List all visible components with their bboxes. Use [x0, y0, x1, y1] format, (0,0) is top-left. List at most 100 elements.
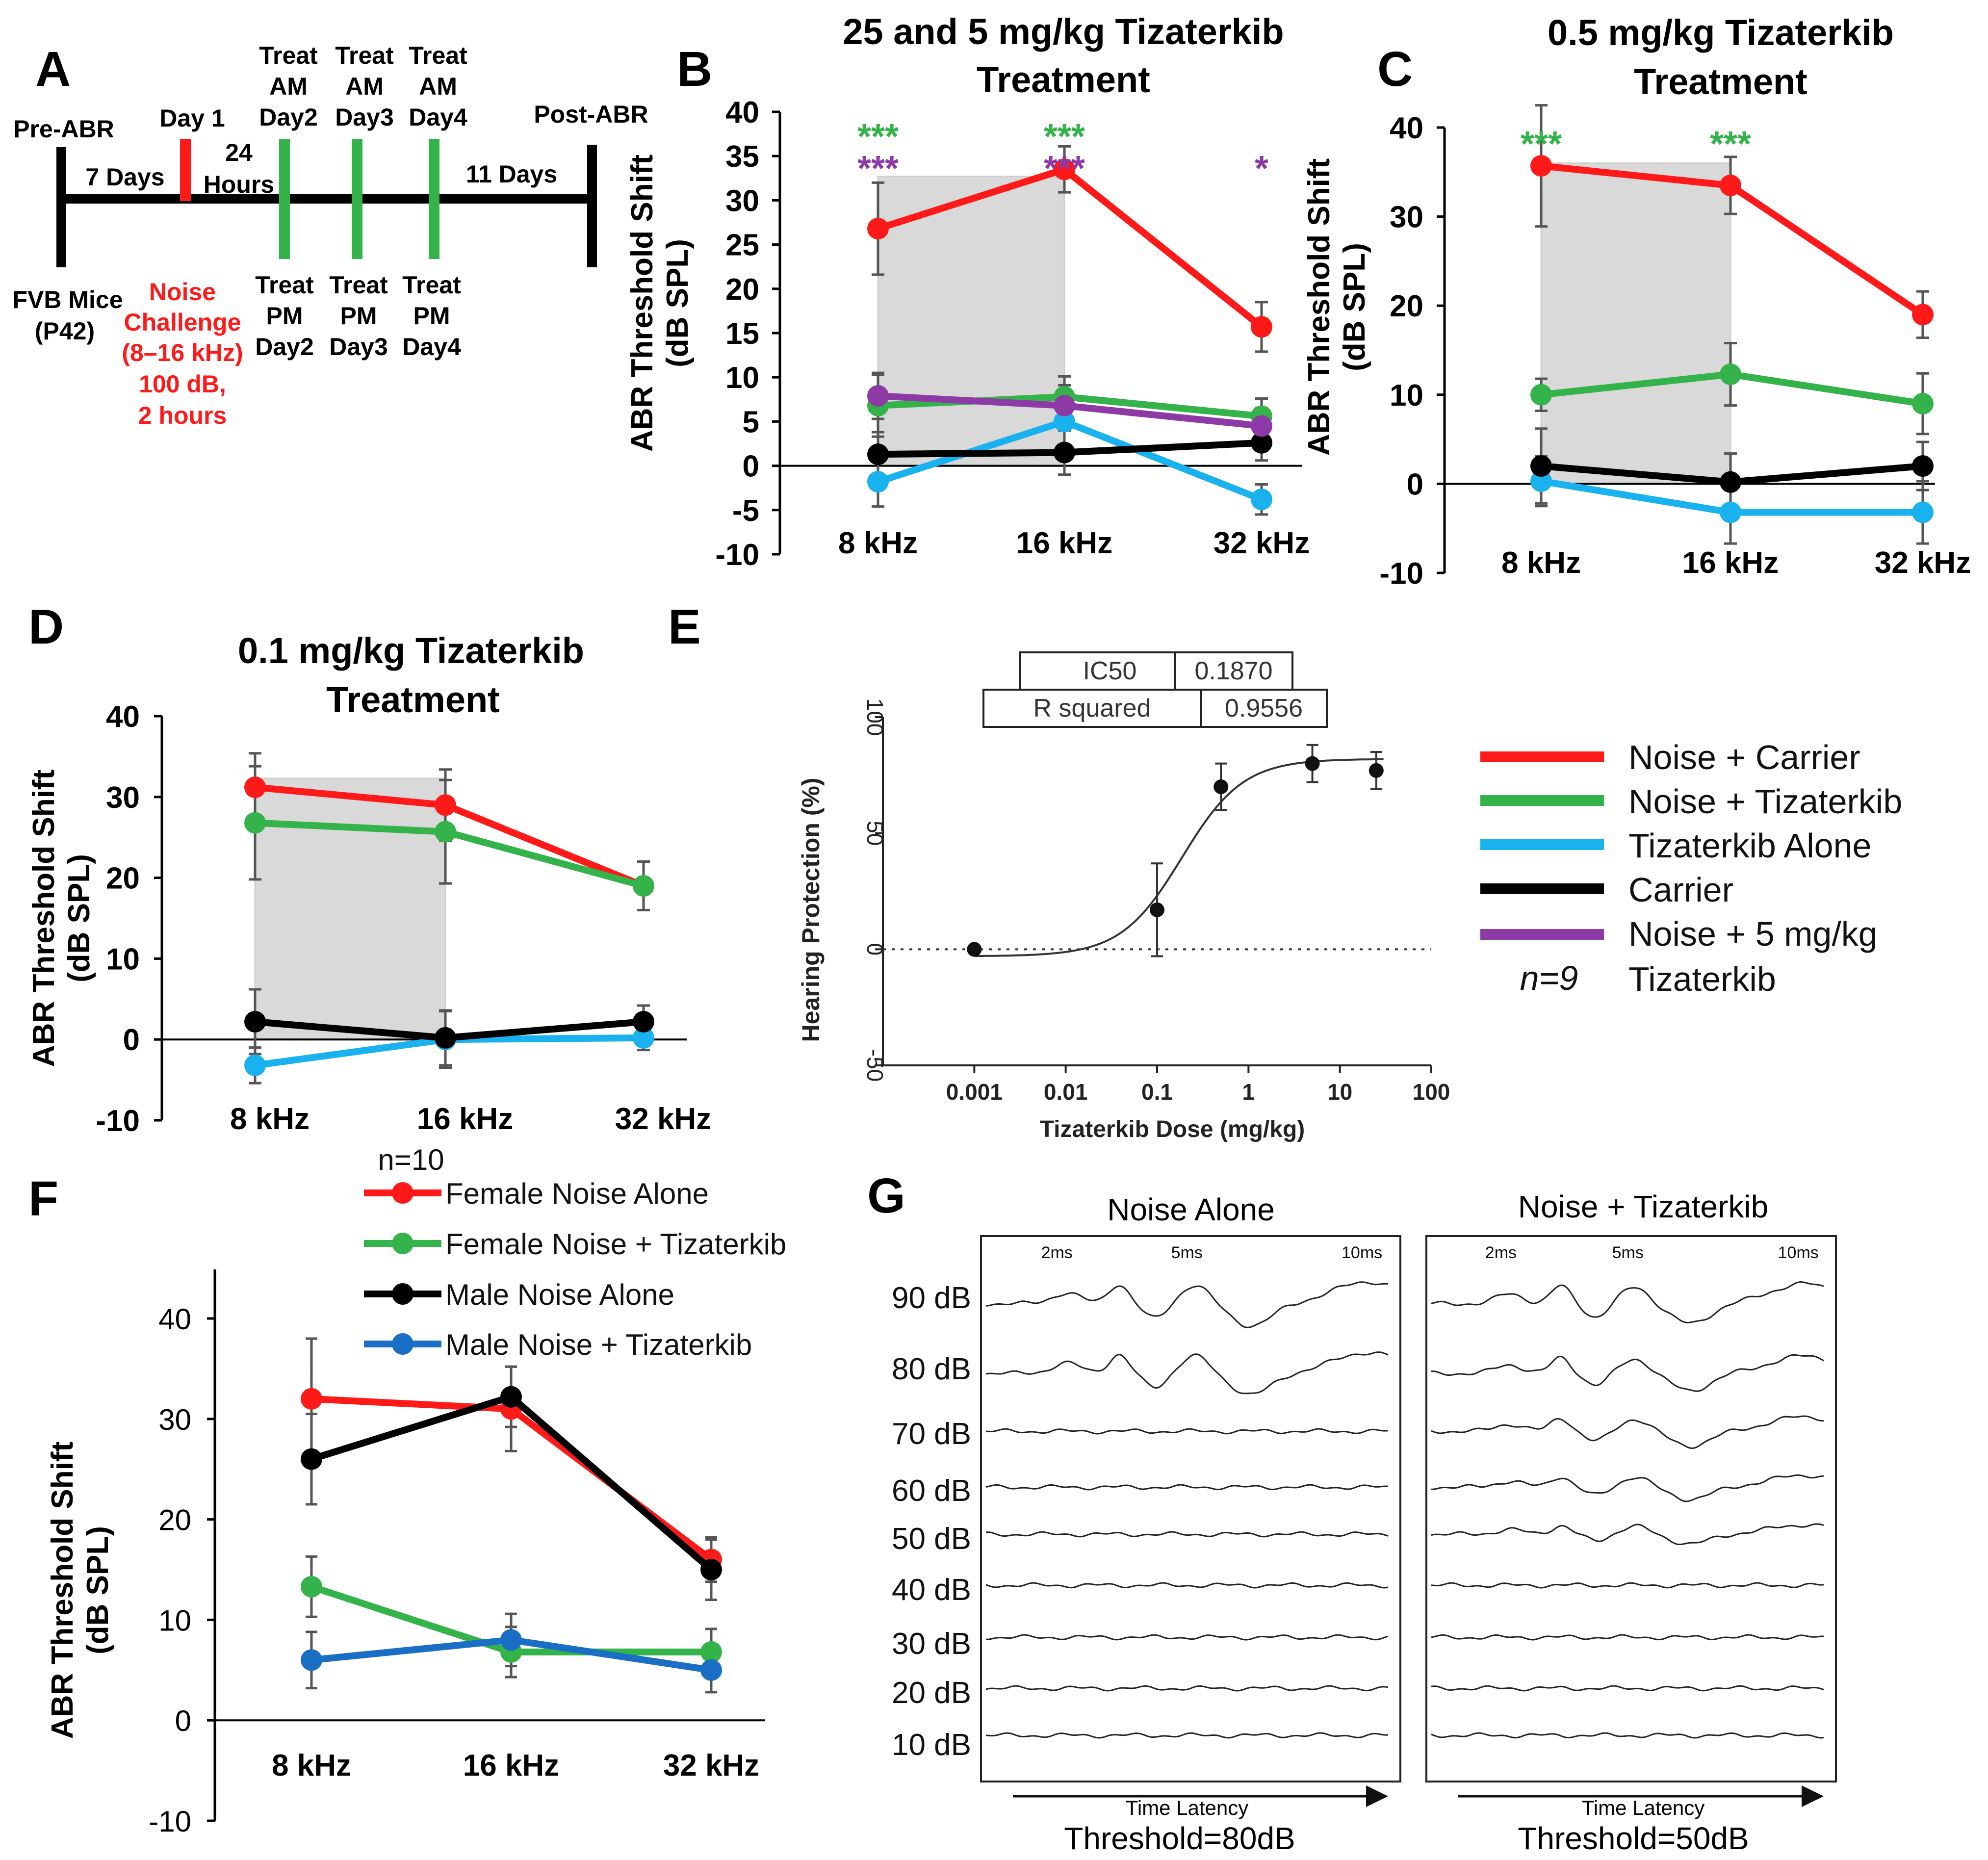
pm-treat-1-line3: Day2 [255, 333, 314, 361]
chart-b-significance: *** [1044, 149, 1085, 188]
chart-c-point-tizaterkib-alone [1530, 470, 1552, 492]
chart-d-x-label: 32 kHz [615, 1102, 711, 1136]
chart-d-point-noise-carrier [244, 776, 266, 799]
chart-d-point-carrier [244, 1010, 266, 1033]
abr-title-left: Noise Alone [1107, 1192, 1275, 1227]
abr-trace-right [1431, 1474, 1824, 1502]
chart-f-x-label: 32 kHz [663, 1749, 759, 1782]
noise-line-3: (8–16 kHz) [122, 339, 243, 366]
chart-b-point-carrier [867, 443, 889, 465]
timeline-24: 24 [225, 139, 253, 166]
timeline-post-abr: Post-ABR [534, 101, 648, 128]
chart-d-ytick-label: 20 [106, 862, 140, 896]
chart-e-xtick-label: 0.01 [1044, 1079, 1088, 1105]
chart-f-point-male-noise-tizaterkib [301, 1649, 322, 1671]
chart-b-ytick-label: 5 [743, 405, 759, 439]
chart-c-shaded-region [1540, 162, 1731, 485]
panel-g: G Noise Alone Noise + Tizaterkib Thresho… [867, 1168, 1837, 1856]
chart-b-point-tizaterkib-alone [1054, 411, 1075, 433]
abr-trace-right [1431, 1634, 1824, 1641]
chart-b-significance: *** [1044, 117, 1085, 156]
am-treat-2-line1: Treat [335, 42, 394, 69]
abr-trace-left [985, 1351, 1389, 1395]
chart-f-ytick-label: -10 [149, 1805, 191, 1838]
abr-trace-left [985, 1428, 1389, 1435]
timeline-hours: Hours [204, 171, 274, 198]
chart-f-ytick-label: 30 [158, 1403, 191, 1436]
chart-d-x-label: 16 kHz [417, 1102, 513, 1136]
am-treat-3-line2: AM [419, 73, 457, 100]
chart-c-point-noise-tizaterkib [1530, 384, 1552, 406]
chart-b-ytick-label: 25 [725, 229, 759, 262]
chart-b-point-noise-carrier [867, 218, 889, 240]
abr-trace-right [1431, 1582, 1824, 1589]
chart-b-point-noise-5-mg-kg-tizaterkib [1054, 394, 1075, 416]
abr-trace-right [1431, 1685, 1824, 1692]
chart-d-point-noise-tizaterkib [633, 875, 654, 897]
chart-e-stats-row [982, 689, 1328, 728]
abr-box-left [980, 1235, 1401, 1782]
abr-level-label: 50 dB [892, 1522, 971, 1556]
chart-d-title-line2: Treatment [326, 679, 500, 720]
panel-label-f: F [28, 1171, 58, 1226]
abr-trace-right [1431, 1415, 1824, 1449]
chart-c-point-carrier [1720, 471, 1741, 493]
chart-f-legend-marker-female-noise-tizaterkib [392, 1233, 413, 1254]
legend-label-noise-5-line2: Tizaterkib [1628, 960, 1776, 998]
chart-f-ytick-label: 20 [158, 1504, 191, 1537]
timeline-7-days: 7 Days [85, 163, 164, 191]
abr-level-label: 40 dB [892, 1573, 971, 1607]
chart-f-ylabel-line2: (dB SPL) [81, 1526, 115, 1654]
chart-d-title-line1: 0.1 mg/kg Tizaterkib [238, 630, 584, 671]
chart-c-point-carrier [1530, 455, 1552, 477]
chart-b-point-tizaterkib-alone [867, 471, 889, 493]
chart-f-n: n=10 [378, 1143, 444, 1176]
abr-trace-right [1431, 1523, 1824, 1546]
chart-e-ytick-label: 50 [862, 821, 888, 846]
abr-time-mark-right: 2ms [1485, 1243, 1517, 1262]
chart-d-ytick-label: 30 [106, 781, 140, 815]
chart-c-ytick-label: 20 [1390, 289, 1423, 323]
chart-c-point-tizaterkib-alone [1720, 501, 1741, 523]
chart-c-point-noise-carrier [1912, 304, 1934, 326]
main-legend: Noise + Carrier Noise + Tizaterkib Tizat… [1480, 738, 1902, 998]
chart-f-point-female-noise-tizaterkib [700, 1641, 722, 1663]
chart-d-ytick-label: -10 [96, 1104, 140, 1138]
chart-c-ytick-label: 30 [1390, 201, 1423, 234]
chart-f-legend-label-male-noise-alone: Male Noise Alone [445, 1278, 674, 1311]
chart-e-xtick-label: 10 [1327, 1079, 1352, 1105]
chart-b-point-noise-carrier [1054, 158, 1075, 181]
timeline-pre-abr: Pre-ABR [13, 115, 114, 143]
abr-time-arrowhead-left [1366, 1785, 1388, 1807]
chart-c-point-noise-tizaterkib [1720, 363, 1741, 386]
abr-trace-left [985, 1634, 1389, 1641]
chart-c-x-label: 32 kHz [1875, 546, 1971, 580]
abr-trace-left [985, 1531, 1389, 1538]
abr-time-arrowhead-right [1802, 1785, 1824, 1807]
chart-f-legend-marker-male-noise-alone [392, 1283, 413, 1305]
abr-box-right [1425, 1235, 1837, 1782]
chart-e-point [1368, 763, 1384, 778]
panel-label-e: E [668, 599, 701, 654]
chart-d-ytick-label: 40 [106, 700, 140, 734]
timeline-mice: FVB Mice [12, 286, 123, 313]
chart-e-point [1305, 756, 1320, 771]
chart-d-point-noise-carrier [435, 794, 456, 816]
abr-trace-right [1431, 1732, 1824, 1739]
chart-c-ylabel-line1: ABR Threshold Shift [1302, 158, 1336, 456]
chart-f-ytick-label: 0 [175, 1705, 191, 1737]
chart-b-significance: *** [857, 149, 899, 188]
chart-b-ytick-label: 20 [725, 273, 759, 307]
chart-d-point-noise-tizaterkib [435, 821, 456, 843]
am-treat-2-line2: AM [345, 73, 384, 100]
chart-b-significance: *** [857, 117, 899, 156]
panel-c: C 0.5 mg/kg Tizaterkib Treatment ABR Thr… [1302, 12, 1971, 591]
am-treat-1-line3: Day2 [259, 103, 318, 131]
am-treat-2-line3: Day3 [335, 103, 394, 131]
chart-b-x-label: 32 kHz [1213, 526, 1310, 560]
chart-c-point-noise-carrier [1530, 155, 1552, 177]
pm-treat-2-line3: Day3 [329, 333, 388, 361]
chart-e-xtick-label: 0.1 [1141, 1079, 1173, 1105]
abr-level-label: 90 dB [892, 1281, 971, 1315]
chart-d-ytick-label: 10 [106, 942, 140, 976]
